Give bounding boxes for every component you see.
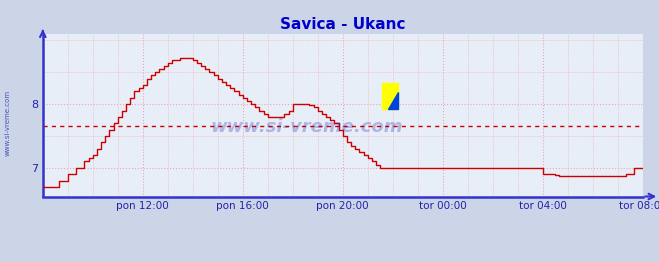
Polygon shape (387, 92, 399, 109)
Bar (382, 83, 399, 109)
Text: www.si-vreme.com: www.si-vreme.com (5, 90, 11, 156)
Title: Savica - Ukanc: Savica - Ukanc (280, 17, 405, 31)
Text: www.si-vreme.com: www.si-vreme.com (210, 118, 403, 136)
Legend: temperatura [C]: temperatura [C] (273, 259, 412, 262)
